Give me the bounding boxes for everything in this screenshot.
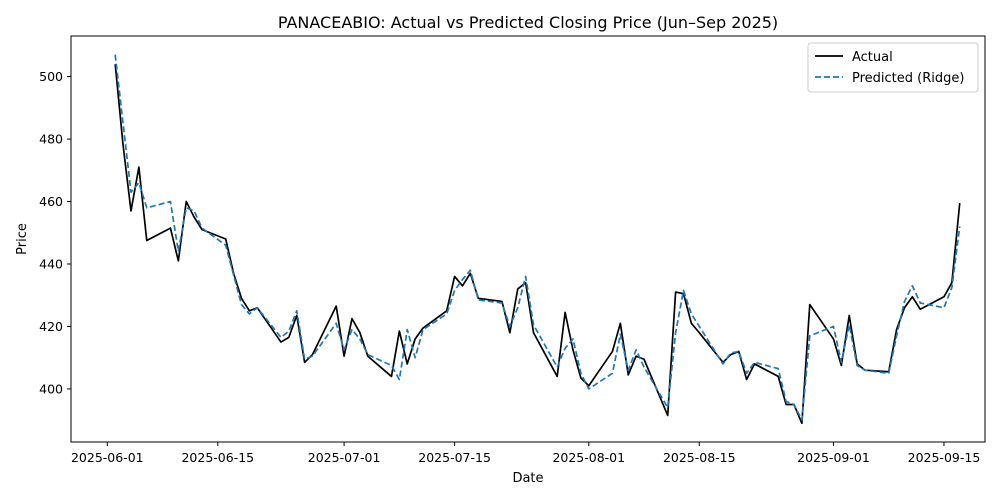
- series-line-predicted: [114, 54, 961, 421]
- chart-title: PANACEABIO: Actual vs Predicted Closing …: [278, 13, 778, 32]
- x-tick-label: 2025-06-01: [71, 450, 144, 465]
- series-layer: [114, 54, 961, 425]
- y-tick-label: 440: [39, 256, 63, 271]
- y-tick-label: 420: [39, 319, 63, 334]
- y-tick-label: 400: [39, 381, 63, 396]
- x-tick-label: 2025-06-15: [181, 450, 254, 465]
- x-tick-label: 2025-09-15: [908, 450, 981, 465]
- x-tick-label: 2025-08-15: [663, 450, 736, 465]
- x-tick-label: 2025-07-15: [418, 450, 491, 465]
- x-axis-ticks: 2025-06-01 2025-06-15 2025-07-01 2025-07-15…: [71, 442, 980, 465]
- legend: Actual Predicted (Ridge): [807, 42, 979, 93]
- legend-box: [807, 42, 979, 93]
- y-tick-label: 480: [39, 132, 63, 147]
- series-line-actual: [114, 64, 961, 425]
- x-axis-title: Date: [512, 471, 543, 486]
- x-tick-label: 2025-09-01: [797, 450, 870, 465]
- plot-area-frame: [70, 35, 986, 443]
- y-tick-label: 500: [39, 69, 63, 84]
- y-axis-ticks: 400 420 440 460 480 500: [39, 69, 71, 396]
- y-tick-label: 460: [39, 194, 63, 209]
- y-axis-title: Price: [15, 223, 30, 255]
- legend-label-actual: Actual: [852, 50, 893, 65]
- legend-label-predicted: Predicted (Ridge): [852, 71, 964, 86]
- x-tick-label: 2025-08-01: [552, 450, 625, 465]
- x-tick-label: 2025-07-01: [308, 450, 381, 465]
